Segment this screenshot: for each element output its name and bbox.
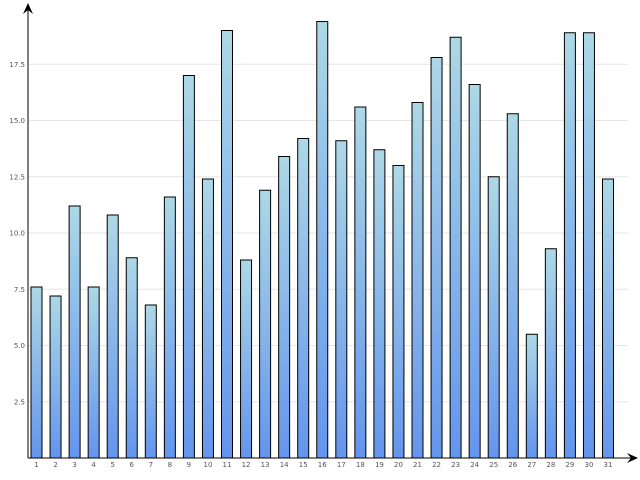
bar-24 [468,84,481,459]
bar-16 [316,21,329,459]
bar-18 [354,106,367,459]
bar-10 [201,178,214,459]
x-tick-label: 13 [261,461,270,469]
bar-21 [411,102,424,459]
y-tick-label: 2.5 [14,398,25,406]
bar-17 [335,140,348,459]
x-tick-label: 7 [149,461,153,469]
y-tick-label: 17.5 [9,61,25,69]
x-tick-label: 16 [318,461,327,469]
y-tick-label: 15.0 [9,117,25,125]
x-tick-labels: 1 2 3 4 5 6 7 8 9 10 11 12 13 14 15 16 17 18 19 20 21 22 23 24 2… [34,461,612,469]
bar-26 [506,113,519,459]
x-tick-label: 12 [242,461,251,469]
bar-28 [544,248,557,459]
x-tick-label: 3 [72,461,76,469]
x-tick-label: 18 [356,461,365,469]
bar-22 [430,57,443,459]
bar-23 [449,36,462,459]
axes [23,3,638,463]
x-tick-label: 2 [53,461,57,469]
bar-15 [297,138,310,459]
bar-29 [563,32,576,459]
x-tick-label: 15 [299,461,308,469]
x-tick-label: 29 [565,461,574,469]
x-tick-label: 11 [223,461,232,469]
bar-7 [144,304,157,459]
x-tick-label: 1 [34,461,38,469]
bars [30,21,614,459]
x-tick-label: 26 [508,461,517,469]
bar-31 [602,178,614,459]
bar-5 [106,214,119,459]
x-tick-label: 31 [604,461,613,469]
x-tick-label: 19 [375,461,384,469]
x-tick-label: 28 [546,461,555,469]
x-tick-label: 22 [432,461,441,469]
x-tick-label: 30 [584,461,593,469]
x-tick-label: 5 [110,461,114,469]
x-tick-label: 17 [337,461,346,469]
x-tick-label: 25 [489,461,498,469]
x-tick-label: 4 [91,461,96,469]
x-tick-label: 14 [280,461,289,469]
bar-6 [125,257,138,459]
bar-19 [373,149,386,459]
x-tick-label: 20 [394,461,403,469]
x-tick-label: 8 [168,461,172,469]
bar-9 [182,75,195,459]
y-tick-label: 7.5 [14,286,25,294]
bar-11 [221,30,233,459]
x-tick-label: 23 [451,461,460,469]
y-tick-label: 5.0 [14,342,25,350]
bar-14 [278,156,291,459]
y-tick-labels: 2.5 5.0 7.5 10.0 12.5 15.0 17.5 [9,61,25,407]
bar-12 [240,259,253,459]
x-tick-label: 24 [470,461,479,469]
x-tick-label: 6 [130,461,135,469]
x-tick-label: 9 [187,461,191,469]
x-tick-label: 27 [527,461,536,469]
x-tick-label: 21 [413,461,422,469]
x-tick-label: 10 [203,461,212,469]
bar-1 [30,286,43,459]
bar-30 [582,32,595,459]
y-tick-label: 12.5 [9,173,25,181]
bar-2 [49,295,62,459]
bar-20 [392,165,405,459]
bar-25 [487,176,500,459]
bar-13 [259,189,272,459]
y-axis-arrow-icon [23,3,33,14]
bar-4 [87,286,100,459]
x-axis-arrow-icon [627,453,638,463]
y-tick-label: 10.0 [9,230,25,238]
bar-3 [68,205,81,459]
bar-8 [163,196,176,459]
bar-27 [525,333,538,459]
